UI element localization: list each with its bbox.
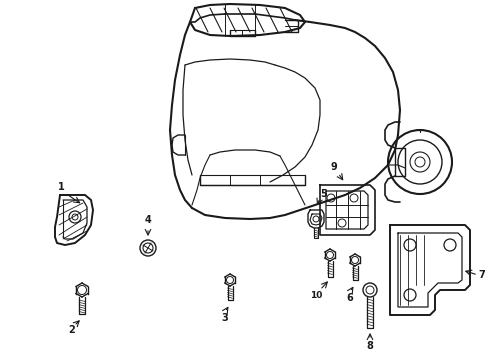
- Text: 7: 7: [478, 270, 485, 280]
- Text: 2: 2: [68, 325, 75, 335]
- Text: 8: 8: [366, 341, 373, 351]
- Text: 5: 5: [320, 189, 326, 199]
- Text: 3: 3: [221, 313, 228, 323]
- Text: 6: 6: [346, 293, 353, 303]
- Text: 4: 4: [144, 215, 151, 225]
- Text: 9: 9: [330, 162, 337, 172]
- Text: 1: 1: [58, 182, 64, 192]
- Text: 10: 10: [309, 291, 322, 300]
